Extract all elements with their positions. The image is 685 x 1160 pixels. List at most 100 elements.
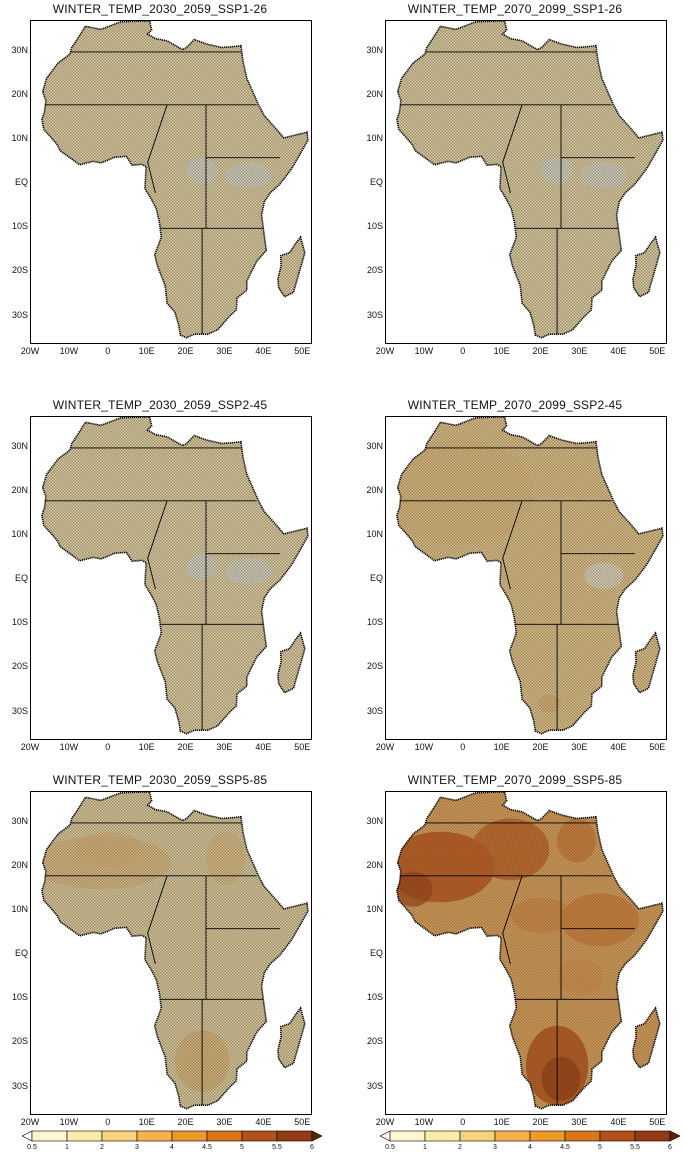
- latitude-tick-label: 10S: [366, 617, 383, 628]
- significance-stipple: [396, 21, 663, 338]
- colorbar-tick-label: 6: [310, 1144, 314, 1151]
- region-boundary: [502, 500, 523, 590]
- region-boundary: [502, 875, 523, 965]
- colorbar-swatch: [136, 1130, 173, 1142]
- latitude-tick-label: 30N: [366, 44, 383, 55]
- longitude-tick-label: 10E: [493, 1117, 510, 1127]
- latitude-tick-label: 20S: [366, 661, 383, 672]
- colorbar-swatches: [380, 1130, 680, 1142]
- colorbar-tick-label: 2: [100, 1144, 104, 1151]
- map-panel: WINTER_TEMP_2030_2059_SSP1-26 30N 20N 10N E…: [10, 2, 312, 362]
- colorbar-tick-label: 2: [458, 1144, 462, 1151]
- region-boundary: [147, 875, 168, 965]
- longitude-tick-label: 20E: [177, 1117, 194, 1127]
- latitude-tick-label: 10N: [366, 904, 383, 915]
- latitude-tick-label: 10N: [366, 529, 383, 540]
- latitude-tick-label: 30N: [11, 440, 28, 451]
- longitude-tick-label: 0: [460, 1117, 466, 1127]
- coastline: [41, 792, 309, 1110]
- latitude-tick-label: 20S: [366, 1036, 383, 1047]
- colorbar-swatch: [599, 1130, 636, 1142]
- latitude-tick-label: EQ: [369, 573, 383, 584]
- colorbar-tick-label: 4: [528, 1144, 532, 1151]
- colorbar-swatch: [66, 1130, 103, 1142]
- latitude-tick-label: 20S: [11, 265, 28, 276]
- colorbar-tick-label: 5: [598, 1144, 602, 1151]
- colorbar-tick-label: 3: [493, 1144, 497, 1151]
- region-boundary: [147, 104, 168, 194]
- map-panel: WINTER_TEMP_2070_2099_SSP5-85 30N 20N 10N E…: [365, 773, 667, 1133]
- longitude-tick-label: 10E: [138, 346, 155, 356]
- longitude-tick-label: 40E: [610, 1117, 627, 1127]
- colorbar-swatch: [22, 1130, 33, 1142]
- longitude-tick-label: 0: [105, 1117, 111, 1127]
- map-frame: [385, 416, 667, 740]
- coastline: [396, 417, 664, 735]
- colorbar-swatches: [22, 1130, 322, 1142]
- longitude-tick-label: 30E: [571, 346, 588, 356]
- significance-stipple: [41, 21, 308, 338]
- map-panel: WINTER_TEMP_2070_2099_SSP1-26 30N 20N 10N E…: [365, 2, 667, 362]
- latitude-tick-label: 10S: [366, 992, 383, 1003]
- panel-title: WINTER_TEMP_2070_2099_SSP1-26: [407, 2, 623, 16]
- longitude-tick-label: 40E: [610, 742, 627, 752]
- africa-map: [396, 417, 664, 735]
- latitude-tick-label: EQ: [369, 948, 383, 959]
- longitude-tick-label: 20E: [532, 1117, 549, 1127]
- map-frame: [385, 791, 667, 1115]
- latitude-tick-label: 20S: [11, 661, 28, 672]
- longitude-tick-label: 50E: [649, 1117, 666, 1127]
- panel-title: WINTER_TEMP_2070_2099_SSP5-85: [407, 773, 623, 787]
- longitude-tick-label: 10E: [493, 742, 510, 752]
- latitude-tick-label: 10N: [366, 133, 383, 144]
- latitude-tick-label: 20N: [11, 484, 28, 495]
- longitude-tick-label: 20W: [20, 346, 40, 356]
- panel-title: WINTER_TEMP_2070_2099_SSP2-45: [407, 398, 623, 412]
- map-panel: WINTER_TEMP_2030_2059_SSP5-85 30N 20N 10N E…: [10, 773, 312, 1133]
- longitude-tick-label: 50E: [294, 1117, 311, 1127]
- latitude-tick-label: EQ: [369, 177, 383, 188]
- panel-title: WINTER_TEMP_2030_2059_SSP2-45: [52, 398, 268, 412]
- longitude-tick-label: 30E: [216, 742, 233, 752]
- longitude-tick-label: 10W: [414, 1117, 434, 1127]
- latitude-tick-label: 30S: [366, 1080, 383, 1091]
- latitude-tick-label: EQ: [14, 948, 28, 959]
- africa-map: [41, 792, 309, 1110]
- longitude-tick-label: 0: [105, 346, 111, 356]
- colorbar-swatch: [171, 1130, 208, 1142]
- latitude-tick-label: 30S: [11, 1080, 28, 1091]
- longitude-tick-label: 20W: [20, 742, 40, 752]
- colorbar-swatch: [564, 1130, 601, 1142]
- longitude-tick-label: 40E: [255, 1117, 272, 1127]
- latitude-tick-label: 20N: [366, 88, 383, 99]
- latitude-tick-label: 30S: [366, 705, 383, 716]
- map-frame: [30, 416, 312, 740]
- map-frame: [30, 20, 312, 344]
- colorbar-tick-label: 5.5: [630, 1144, 640, 1151]
- colorbar-tick-label: 1: [65, 1144, 69, 1151]
- colorbar-tick-label: 5.5: [272, 1144, 282, 1151]
- colorbar: 0.5 1 2 3 4 4.5 5 5.5 6: [380, 1130, 680, 1158]
- colorbar-tick-label: 4.5: [202, 1144, 212, 1151]
- map-frame: [385, 20, 667, 344]
- colorbar-swatch: [101, 1130, 138, 1142]
- latitude-tick-label: 10S: [11, 992, 28, 1003]
- colorbar-swatch: [459, 1130, 496, 1142]
- latitude-tick-label: 10S: [11, 617, 28, 628]
- coastline: [396, 792, 664, 1110]
- colorbar-swatch: [669, 1130, 680, 1142]
- colorbar-tick-label: 0.5: [385, 1144, 395, 1151]
- longitude-tick-label: 10W: [59, 346, 79, 356]
- latitude-tick-label: 20S: [11, 1036, 28, 1047]
- colorbar-tick-label: 3: [135, 1144, 139, 1151]
- longitude-tick-label: 50E: [649, 346, 666, 356]
- region-boundary: [147, 500, 168, 590]
- africa-map: [396, 21, 664, 339]
- map-frame: [30, 791, 312, 1115]
- colorbar-swatch: [380, 1130, 391, 1142]
- significance-stipple: [41, 417, 308, 734]
- map-panel: WINTER_TEMP_2070_2099_SSP2-45 30N 20N 10N E…: [365, 398, 667, 758]
- colorbar: 0.5 1 2 3 4 4.5 5 5.5 6: [22, 1130, 322, 1158]
- longitude-tick-label: 30E: [216, 1117, 233, 1127]
- longitude-tick-label: 20E: [177, 346, 194, 356]
